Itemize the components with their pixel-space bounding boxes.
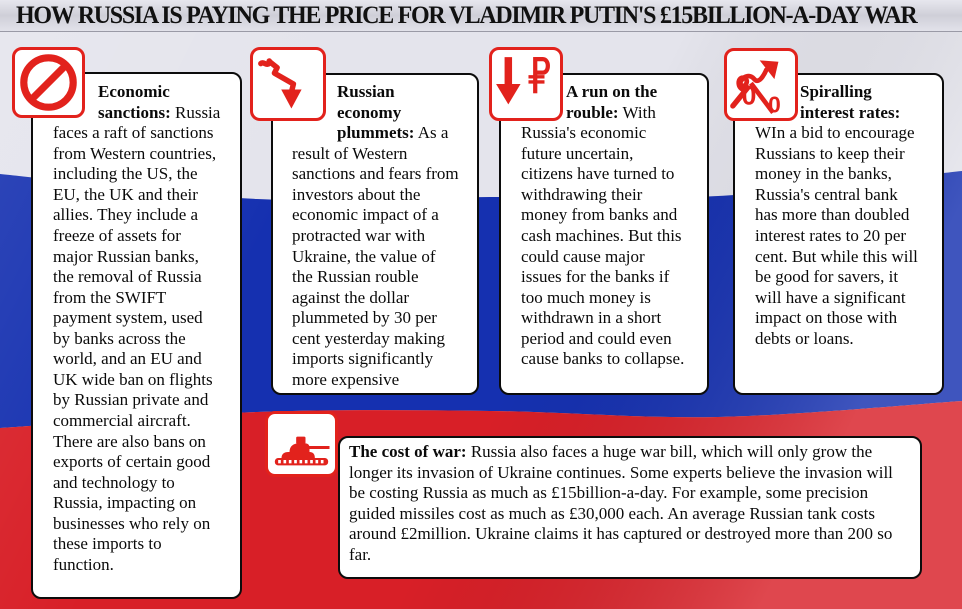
svg-text:0: 0 (768, 92, 781, 118)
